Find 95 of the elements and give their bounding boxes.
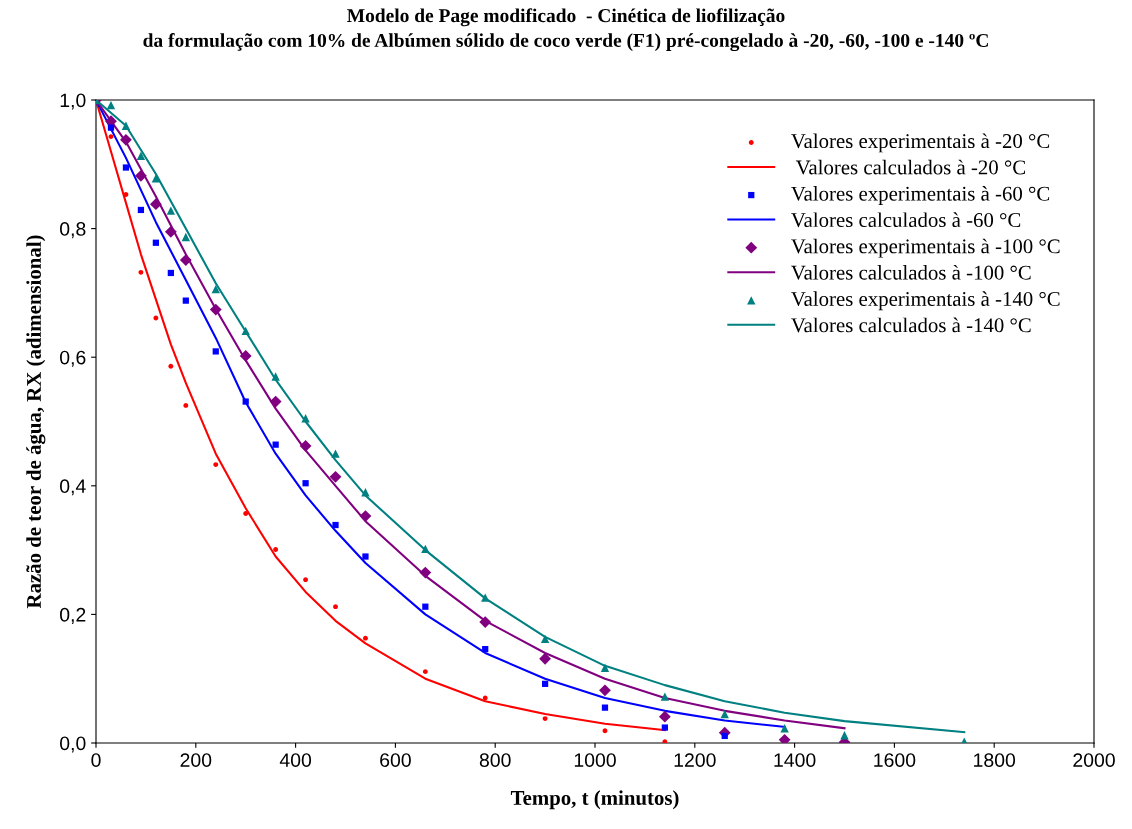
y-tick-label: 0,8	[60, 222, 86, 239]
point	[419, 566, 432, 579]
point	[164, 225, 177, 238]
point	[600, 663, 610, 672]
point	[211, 284, 220, 294]
legend-label: Valores experimentais à -140 °C	[791, 291, 1060, 311]
point	[213, 462, 219, 468]
point	[269, 395, 282, 408]
legend-label: Valores calculados à -60 °C	[791, 212, 1021, 228]
point	[602, 728, 608, 734]
x-tick-label: 1200	[674, 753, 716, 767]
point	[299, 440, 312, 452]
legend-label: Valores calculados à -100 °C	[791, 264, 1031, 280]
y-axis-title: Razão de teor de água, RX (adimensional)	[26, 235, 46, 609]
point	[183, 402, 189, 408]
x-tick-label: 1800	[974, 753, 1016, 767]
legend-label: Valores calculados à -140 °C	[791, 317, 1031, 333]
x-tick-label: 600	[380, 753, 411, 767]
point	[661, 724, 668, 731]
point	[136, 151, 146, 161]
point	[272, 441, 279, 448]
point	[166, 206, 176, 215]
point	[212, 348, 219, 355]
point	[151, 174, 161, 183]
y-tick-label: 0,4	[60, 479, 86, 496]
point	[332, 521, 339, 529]
point	[239, 350, 252, 362]
point	[359, 510, 372, 522]
x-axis-title: Tempo, t (minutos)	[510, 790, 679, 810]
point	[121, 121, 131, 130]
y-tick-label: 1,0	[60, 93, 86, 110]
x-tick-label: 400	[279, 753, 312, 767]
point	[601, 704, 609, 711]
point	[106, 100, 116, 110]
legend-label: Valores calculados à -20 °C	[795, 159, 1026, 175]
x-tick-label: 1600	[874, 753, 916, 767]
point	[481, 593, 490, 602]
point	[362, 553, 369, 560]
point	[135, 169, 147, 182]
point	[660, 692, 670, 701]
point	[539, 652, 551, 665]
point	[658, 710, 671, 723]
point	[179, 254, 192, 266]
point	[303, 577, 309, 583]
x-tick-label: 1400	[774, 753, 816, 767]
point	[361, 488, 370, 497]
point	[333, 604, 338, 610]
y-tick-label: 0,2	[60, 607, 86, 624]
point	[152, 239, 160, 246]
point	[840, 731, 849, 740]
x-tick-label: 0	[91, 753, 101, 767]
point	[721, 732, 728, 740]
point	[720, 709, 729, 719]
point	[271, 372, 280, 381]
point	[149, 198, 162, 211]
point	[780, 724, 789, 733]
point	[302, 480, 309, 487]
x-tick-label: 2000	[1073, 753, 1115, 767]
point	[242, 398, 249, 405]
point	[167, 269, 174, 277]
point	[181, 232, 190, 242]
point	[120, 133, 132, 146]
point	[137, 206, 145, 214]
point	[331, 449, 340, 458]
point	[541, 680, 549, 687]
point	[422, 603, 429, 610]
x-tick-label: 800	[479, 753, 511, 767]
point	[122, 164, 130, 171]
point	[778, 733, 791, 743]
point	[482, 646, 489, 653]
point	[273, 547, 279, 552]
y-tick-label: 0,6	[60, 350, 86, 367]
point	[182, 297, 189, 304]
point	[168, 363, 174, 369]
point	[363, 635, 368, 641]
point	[482, 695, 488, 701]
point	[422, 669, 428, 675]
point	[241, 326, 250, 335]
chart-title: Modelo de Page modificado - Cinética de liofilização da formulação com 10% de Albúmen sólido de coco verde (F1) pré-congelado à -20, -60, -100 e -140 ºC	[143, 8, 988, 52]
x-tick-label: 1000	[574, 753, 616, 767]
point	[421, 544, 430, 553]
point	[329, 470, 342, 483]
legend-label: Valores experimentais à -20 °C	[791, 133, 1050, 153]
y-tick-label: 0,0	[60, 736, 86, 753]
point	[540, 634, 550, 643]
point	[107, 124, 115, 131]
point	[209, 303, 222, 316]
point	[662, 739, 668, 743]
point	[599, 684, 611, 697]
point	[301, 414, 310, 423]
legend-label: Valores experimentais à -60 °C	[791, 186, 1050, 205]
point	[243, 511, 249, 516]
legend-label: Valores experimentais à -100 °C	[791, 238, 1060, 258]
point	[479, 616, 492, 629]
x-tick-label: 200	[180, 753, 212, 767]
